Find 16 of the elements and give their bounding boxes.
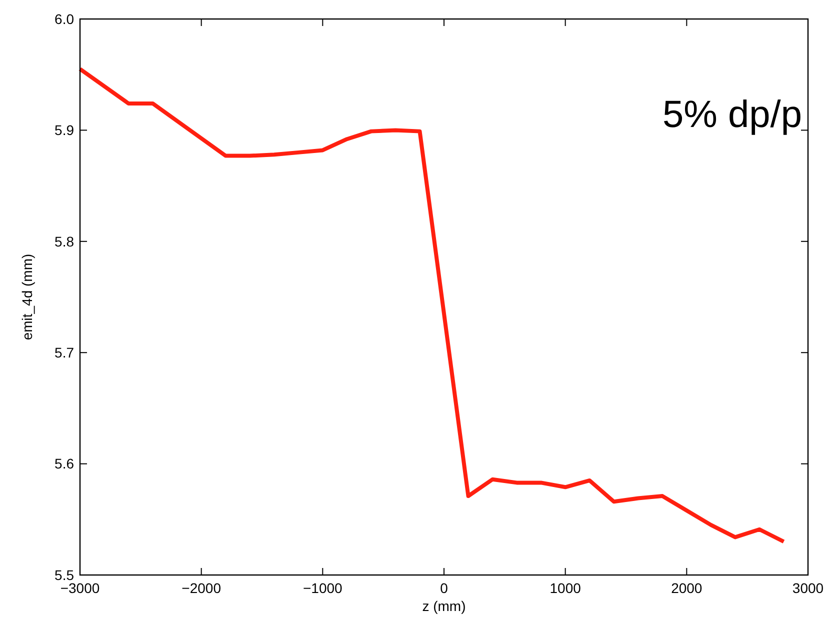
y-axis-title: emit_4d (mm) [19,254,35,340]
x-tick-label: 1000 [550,580,582,596]
y-tick-label: 5.6 [54,456,74,472]
y-tick-label: 5.5 [54,566,74,583]
x-tick-label: 0 [440,580,448,596]
y-tick-label: 5.9 [54,122,74,138]
x-tick-label: 3000 [792,580,824,596]
y-tick-label: 6.0 [54,10,74,27]
x-tick-label: −1000 [303,580,343,596]
annotation: 5% dp/p [662,94,802,136]
y-tick-label: 5.7 [54,344,74,360]
x-tick-label: 2000 [671,580,702,596]
x-tick-label: −2000 [182,580,222,596]
x-tick-label: −3000 [60,580,100,596]
y-tick-label: 5.8 [54,233,74,250]
x-axis-title: z (mm) [422,598,466,614]
